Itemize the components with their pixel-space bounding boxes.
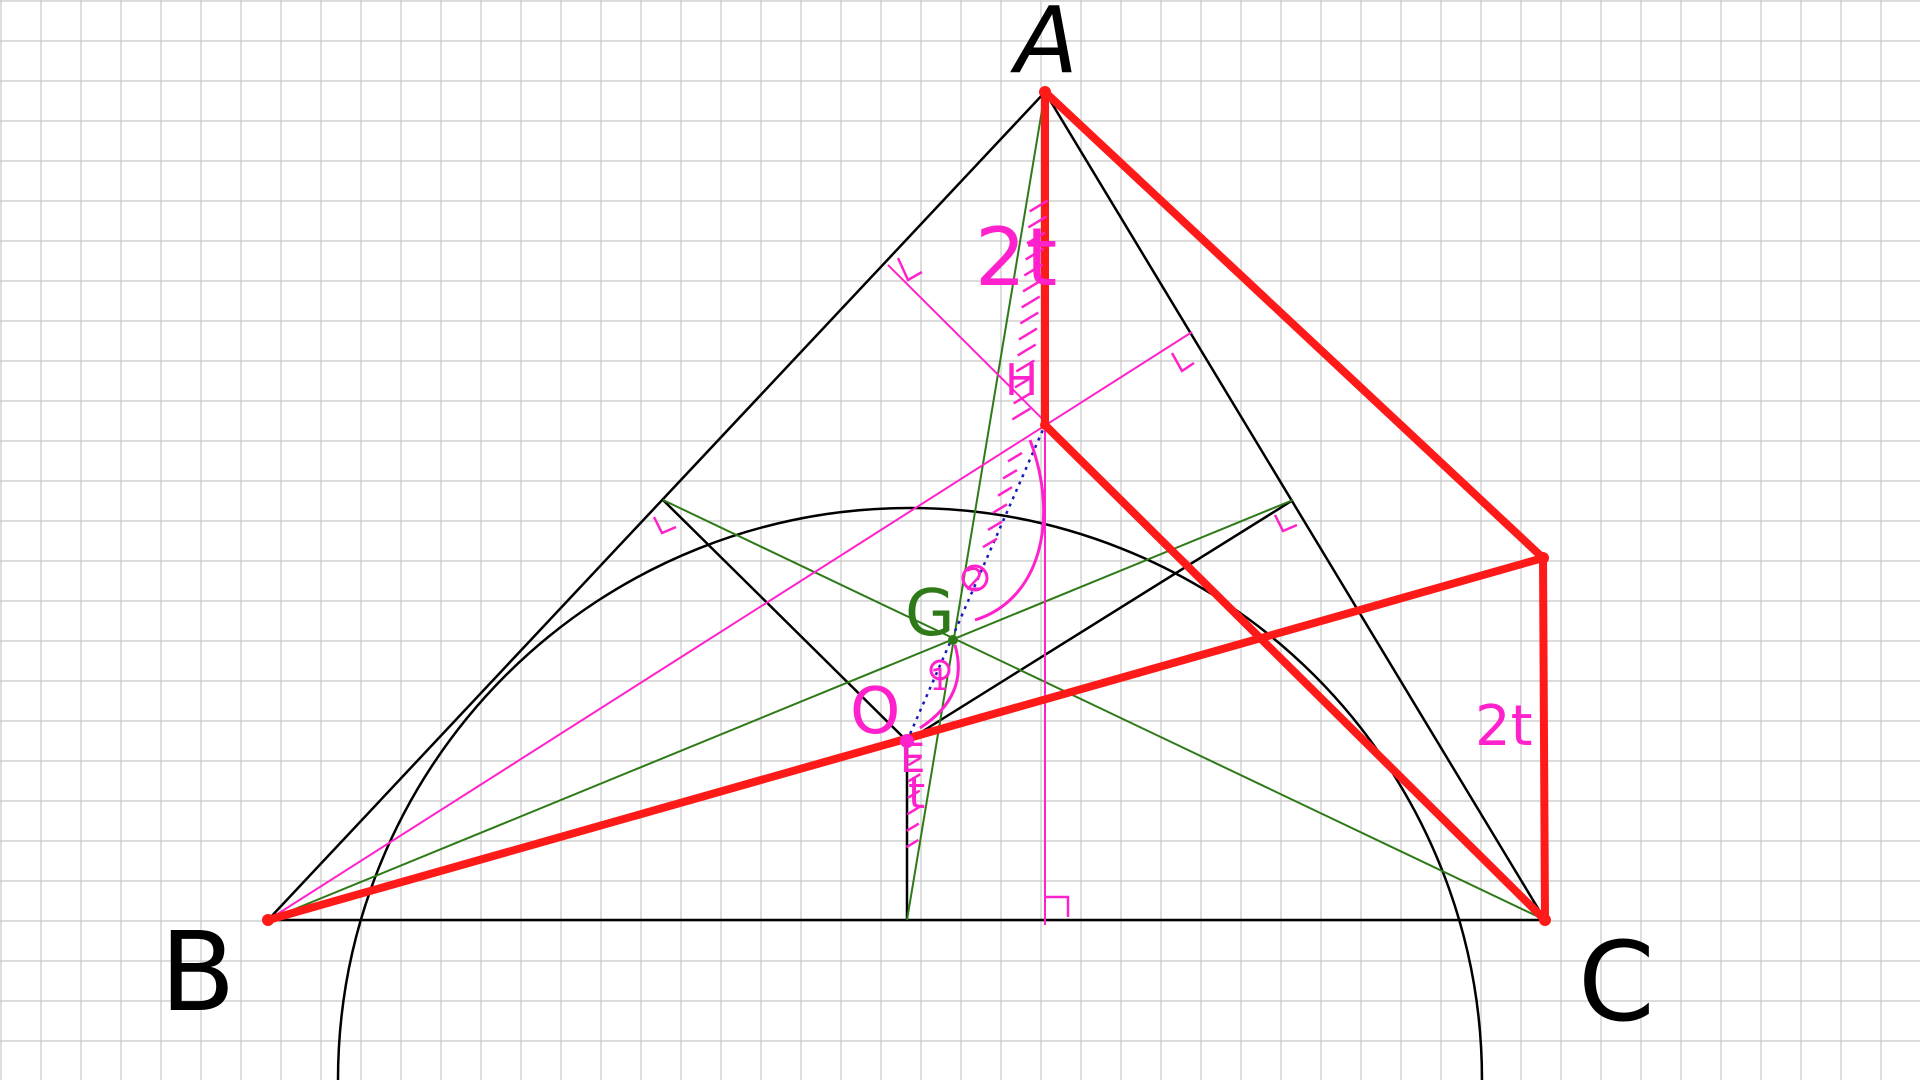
hatch-mark	[992, 503, 1008, 514]
right-angle-marks-altitudes	[896, 257, 1195, 917]
hatch-mark	[1013, 391, 1033, 405]
label-vertex-a: A	[1010, 0, 1078, 94]
label-ratio-hg: 2	[965, 563, 984, 598]
point-d	[1537, 552, 1549, 564]
median-from-c	[662, 499, 1546, 921]
right-angle-mark-ac	[1273, 514, 1298, 533]
hatch-mark	[982, 537, 998, 549]
hatch-mark	[906, 822, 920, 832]
median-from-a	[906, 91, 1046, 921]
label-vertex-c: C	[1578, 918, 1655, 1046]
point-o	[900, 734, 914, 748]
segment-d-c	[1539, 554, 1549, 924]
hatch-mark	[1014, 375, 1034, 389]
small-circle-g	[961, 564, 989, 592]
hatch-mark	[987, 520, 1003, 531]
bisector-ab	[662, 499, 908, 742]
segment-a-d	[1041, 88, 1547, 562]
hatch-mark	[907, 773, 921, 783]
hatch-mark	[1025, 247, 1045, 261]
point-g	[948, 635, 958, 645]
arc-go	[919, 644, 960, 730]
hatch-mark	[905, 838, 920, 849]
point-b	[262, 914, 274, 926]
key-points	[262, 86, 1551, 926]
medians	[267, 91, 1546, 921]
hatch-mark	[1029, 199, 1049, 213]
label-vertex-b: B	[160, 908, 235, 1036]
label-ratio-right: 2t	[1475, 694, 1533, 759]
hatch-mark	[907, 756, 922, 767]
ratio-arcs	[919, 439, 1046, 730]
hatch-mark	[1017, 343, 1037, 357]
label-ratio-go: 1	[930, 663, 949, 698]
hatch-mark	[1021, 295, 1041, 309]
arc-hg	[974, 439, 1046, 622]
hatch-mark	[1019, 311, 1039, 325]
side-ab	[267, 91, 1046, 921]
label-ratio-ah: 2t	[975, 211, 1057, 304]
hatch-mark	[1018, 327, 1038, 341]
hatch-mark	[907, 789, 921, 799]
altitude-from-b	[267, 331, 1193, 921]
label-centroid: G	[905, 577, 955, 651]
right-angle-mark-foot-c	[896, 257, 923, 282]
bisector-ac	[906, 498, 1294, 743]
hatch-marks	[905, 199, 1049, 849]
median-from-b	[267, 499, 1294, 921]
small-circle-o	[929, 659, 951, 681]
hatch-mark	[997, 486, 1013, 497]
right-angle-marks-midpoints	[652, 514, 1298, 535]
euler-line	[905, 424, 1047, 742]
point-a	[1039, 86, 1051, 98]
hatch-mark	[1023, 263, 1043, 277]
segment-h-c	[1041, 421, 1549, 924]
hatch-mark	[1011, 407, 1031, 421]
side-ac	[1043, 91, 1547, 921]
label-ratio-oe: t	[908, 768, 925, 819]
label-point-e: E	[900, 736, 925, 782]
point-c	[1539, 914, 1551, 926]
right-angle-mark-ab	[652, 516, 677, 535]
hatch-mark	[1015, 359, 1035, 373]
hatch-mark	[1026, 231, 1046, 245]
right-angle-mark-foot-a	[1045, 895, 1070, 917]
point-h	[1040, 420, 1050, 430]
hatch-mark	[1007, 451, 1023, 463]
label-circumcenter: O	[850, 675, 900, 749]
right-angle-mark-foot-b	[1170, 352, 1195, 373]
hatch-mark	[906, 806, 920, 816]
hatch-mark	[1027, 215, 1047, 229]
hatch-mark	[1022, 279, 1042, 293]
circumcircle	[336, 506, 1484, 1080]
hatch-mark	[1002, 469, 1018, 480]
label-orthocenter: H	[1005, 355, 1038, 406]
